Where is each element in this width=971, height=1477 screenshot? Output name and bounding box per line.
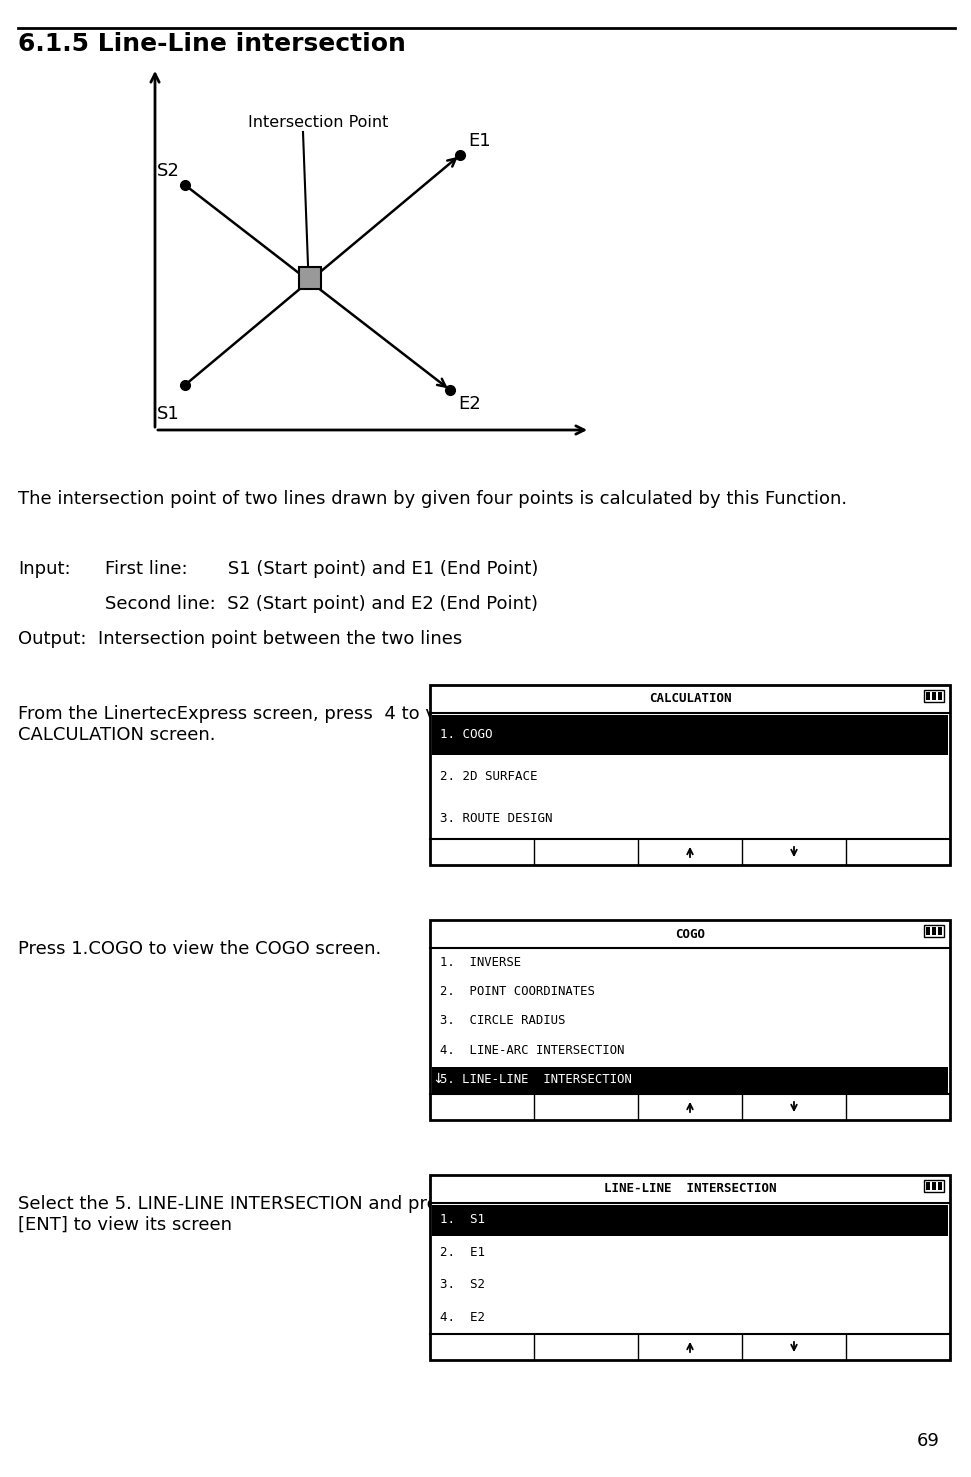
Text: Output:  Intersection point between the two lines: Output: Intersection point between the t… [18,631,462,648]
Bar [938,693,942,700]
Bar [430,1176,950,1360]
Text: 1. COGO: 1. COGO [440,728,492,740]
Text: LINE-LINE  INTERSECTION: LINE-LINE INTERSECTION [604,1183,776,1195]
Bar [299,267,321,289]
Bar [924,925,944,936]
Text: 69: 69 [918,1433,940,1450]
Bar [932,693,936,700]
Text: S1: S1 [157,405,180,422]
Bar [432,1066,948,1094]
Bar [926,693,930,700]
Text: Press 1.COGO to view the COGO screen.: Press 1.COGO to view the COGO screen. [18,939,382,959]
Text: 1.  S1: 1. S1 [440,1213,485,1226]
Bar [938,1182,942,1190]
Text: 2.  POINT COORDINATES: 2. POINT COORDINATES [440,985,595,998]
Bar [430,685,950,866]
Bar [430,920,950,1120]
Bar [926,928,930,935]
Text: S2: S2 [157,162,180,180]
Bar [924,690,944,702]
Text: Input:: Input: [18,560,71,578]
Text: COGO: COGO [675,928,705,941]
Text: 5. LINE-LINE  INTERSECTION: 5. LINE-LINE INTERSECTION [440,1072,632,1086]
Text: Second line:  S2 (Start point) and E2 (End Point): Second line: S2 (Start point) and E2 (En… [105,595,538,613]
Text: 3. ROUTE DESIGN: 3. ROUTE DESIGN [440,811,552,824]
Bar [932,928,936,935]
Text: First line:       S1 (Start point) and E1 (End Point): First line: S1 (Start point) and E1 (End… [105,560,538,578]
Bar [932,1182,936,1190]
Bar [432,715,948,755]
Text: CALCULATION: CALCULATION [649,693,731,706]
Text: 2. 2D SURFACE: 2. 2D SURFACE [440,770,538,783]
Text: 4.  E2: 4. E2 [440,1312,485,1323]
Text: Select the 5. LINE-LINE INTERSECTION and press
[ENT] to view its screen: Select the 5. LINE-LINE INTERSECTION and… [18,1195,456,1233]
Bar [926,1182,930,1190]
Bar [924,1180,944,1192]
Text: 3.  CIRCLE RADIUS: 3. CIRCLE RADIUS [440,1015,565,1028]
Text: From the LinertecExpress screen, press  4 to view the
CALCULATION screen.: From the LinertecExpress screen, press 4… [18,705,502,744]
Text: 6.1.5 Line-Line intersection: 6.1.5 Line-Line intersection [18,32,406,56]
Text: The intersection point of two lines drawn by given four points is calculated by : The intersection point of two lines draw… [18,490,847,508]
Text: 1.  INVERSE: 1. INVERSE [440,956,521,969]
Text: Intersection Point: Intersection Point [248,115,388,130]
Text: 2.  E1: 2. E1 [440,1245,485,1258]
Bar [432,1205,948,1236]
Text: E1: E1 [468,131,490,151]
Text: 4.  LINE-ARC INTERSECTION: 4. LINE-ARC INTERSECTION [440,1044,624,1056]
Text: 3.  S2: 3. S2 [440,1279,485,1291]
Text: E2: E2 [458,394,481,414]
Bar [938,928,942,935]
Text: ↓: ↓ [432,1072,444,1087]
